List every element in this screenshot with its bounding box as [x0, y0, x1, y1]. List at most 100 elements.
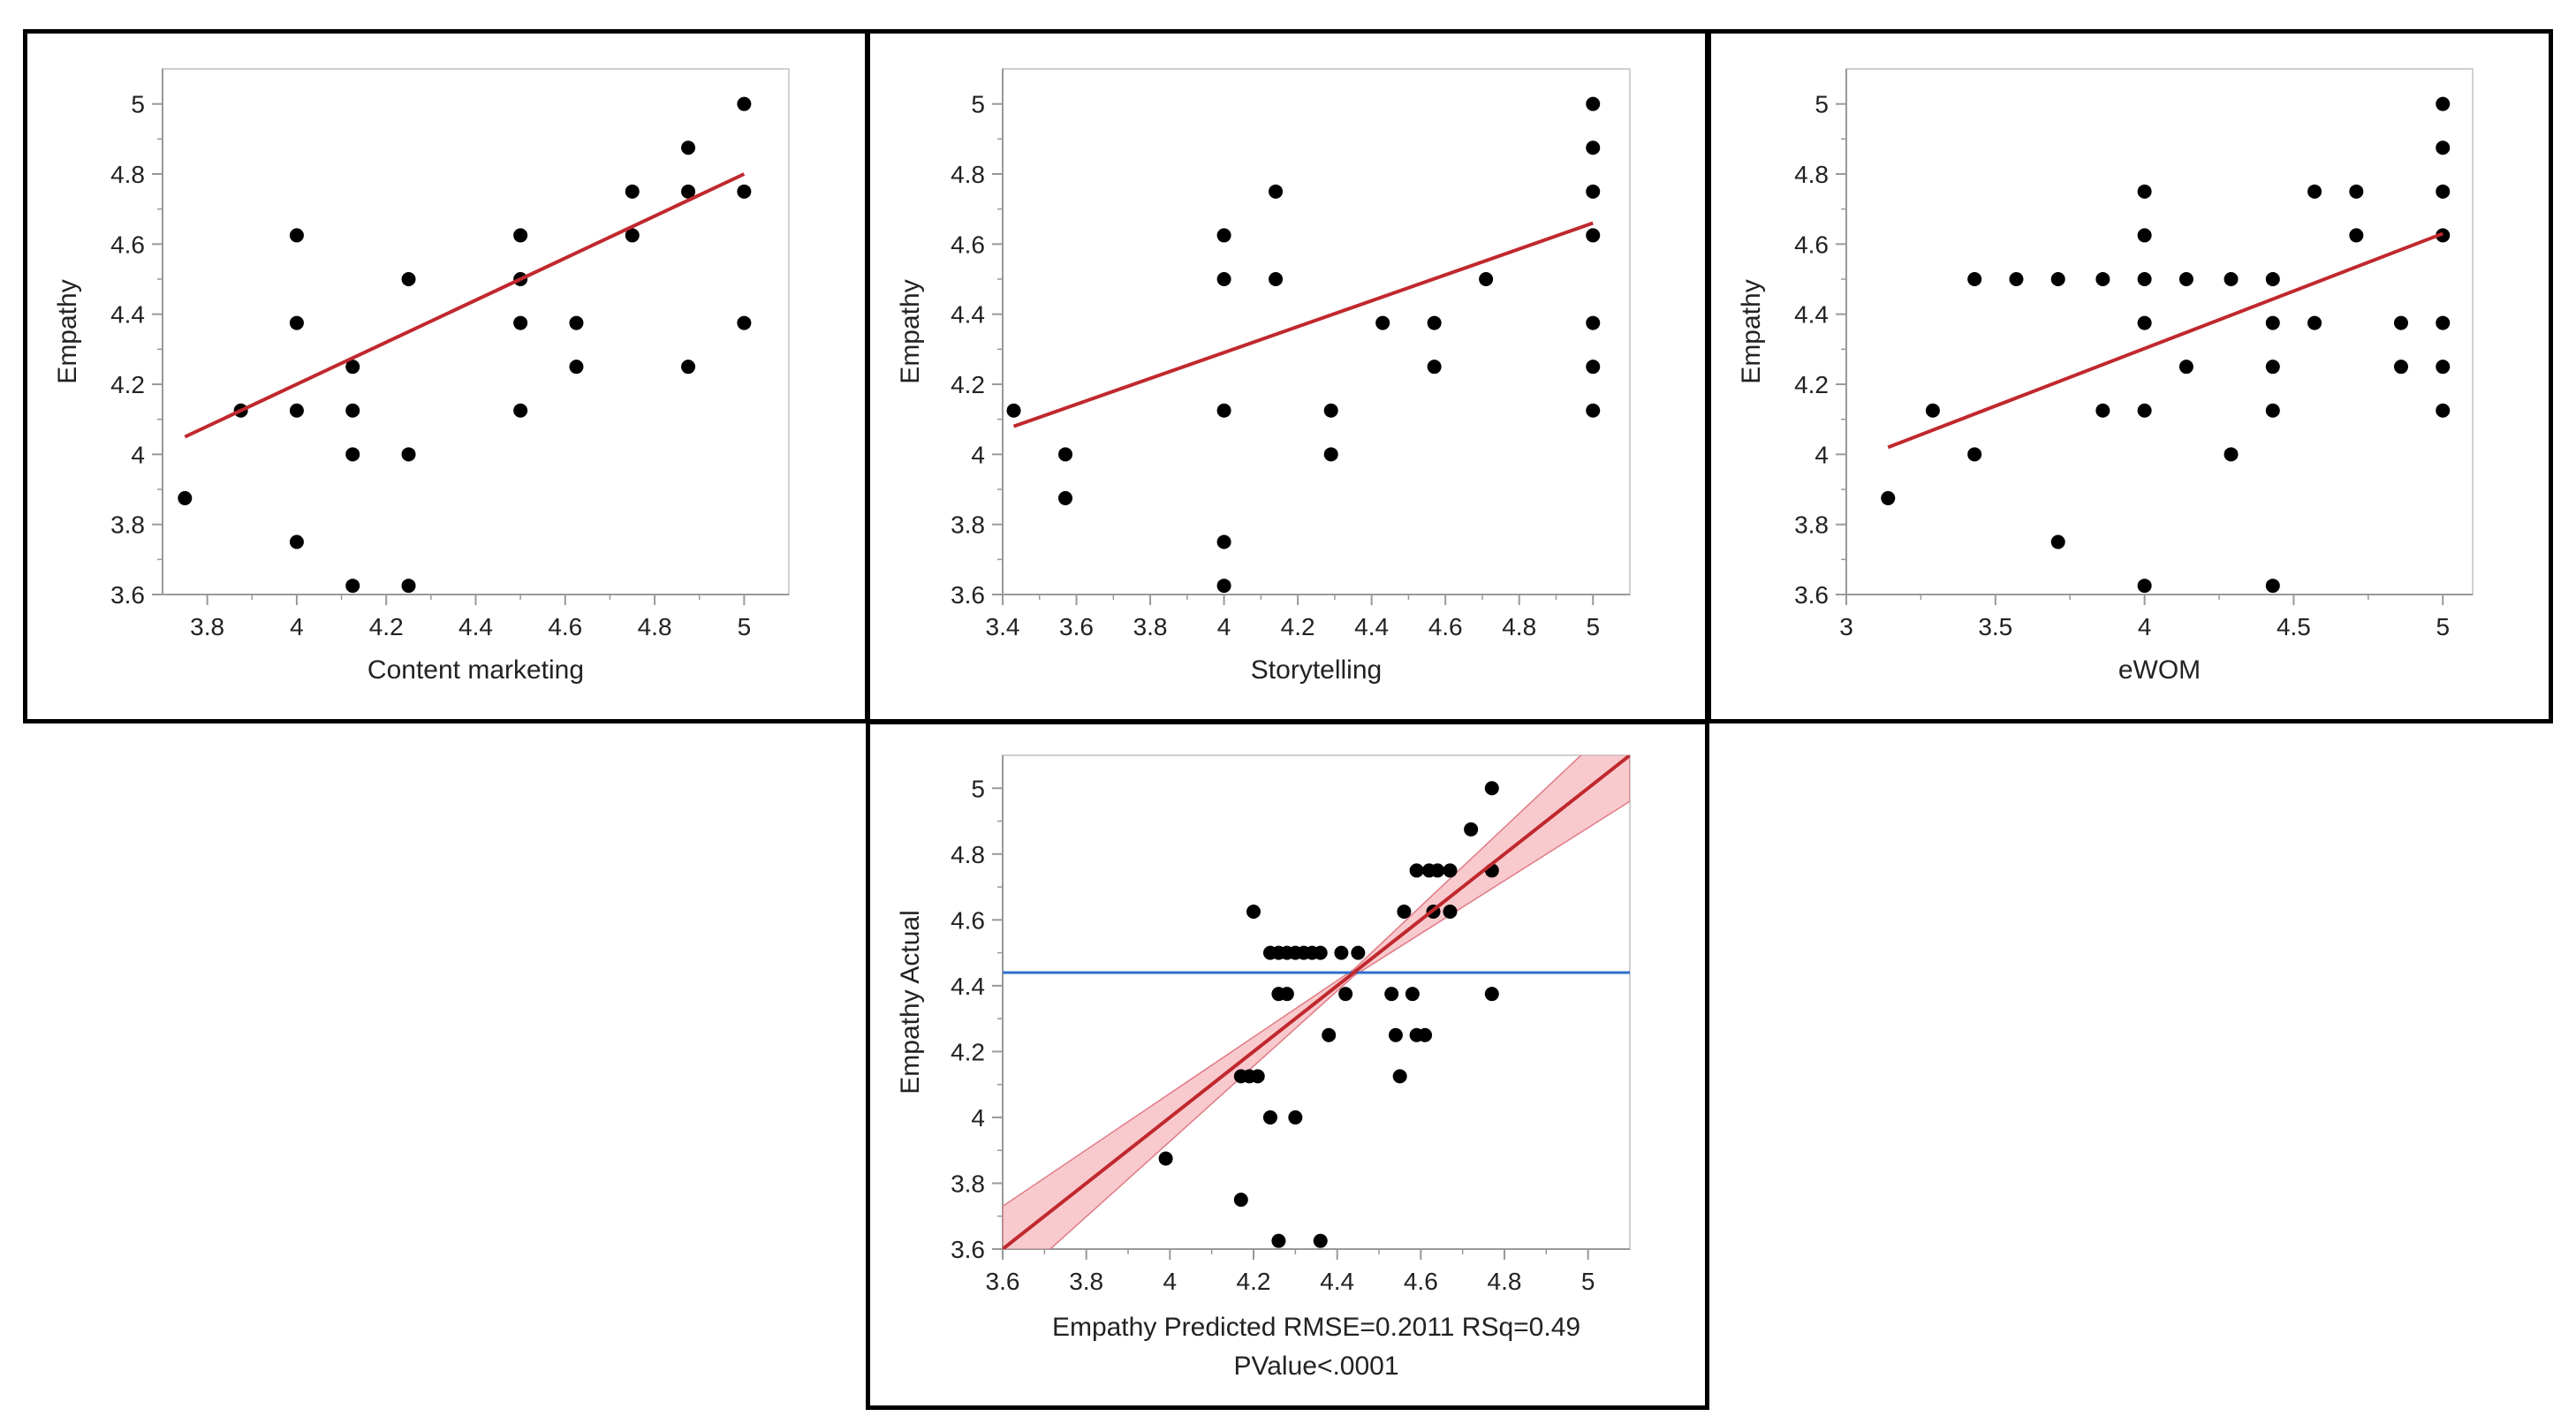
chart2-x-tick-label: 3.4 [986, 613, 1020, 640]
chart3-data-point [2095, 403, 2110, 418]
chart4-data-point [1484, 781, 1499, 796]
chart4-data-point [1246, 905, 1261, 920]
chart2-y-tick-label: 3.8 [951, 511, 985, 539]
chart2-data-point [1323, 403, 1338, 418]
chart1-x-tick-label: 3.8 [190, 613, 224, 640]
chart3-data-point [2436, 403, 2451, 418]
chart1-data-point [737, 184, 752, 199]
chart2-data-point [1586, 360, 1601, 375]
chart2-data-point [1586, 96, 1601, 111]
chart3-y-tick-label: 4.4 [1794, 301, 1829, 329]
chart3-data-point [2436, 315, 2451, 330]
chart4-data-point [1392, 1069, 1407, 1084]
chart3-x-tick-label: 3 [1839, 613, 1853, 640]
chart3-data-point [2137, 579, 2152, 594]
chart3-x-tick-label: 5 [2436, 613, 2450, 640]
chart1-data-point [401, 579, 416, 594]
chart4-data-point [1233, 1193, 1248, 1208]
chart2-y-tick-label: 4.2 [951, 371, 985, 398]
chart1-y-tick-label: 4.6 [110, 231, 145, 258]
chart4-data-point [1338, 987, 1353, 1002]
chart1-y-tick-label: 3.8 [110, 511, 145, 539]
chart4-data-point [1430, 863, 1445, 878]
chart4-data-point [1484, 987, 1499, 1002]
chart3-data-point [2050, 272, 2065, 286]
chart3-x-tick-label: 4.5 [2277, 613, 2311, 640]
chart1-x-axis-title: Content marketing [367, 655, 584, 685]
chart4-x-tick-label: 3.6 [986, 1268, 1020, 1295]
storytelling-scatter-chart: 3.63.844.24.44.64.853.4 3.6 3.8 4 4.2 4.4 4.6 4… [896, 68, 1631, 685]
chart3-data-point [2349, 184, 2364, 199]
chart4-y-tick-label: 4.2 [951, 1038, 985, 1065]
chart1-data-point [178, 490, 193, 505]
chart3-data-point [2050, 534, 2065, 549]
chart3-data-point [2393, 315, 2408, 330]
chart4-x-tick-label: 4 [1163, 1268, 1178, 1295]
chart2-data-point [1216, 534, 1231, 549]
chart3-x-tick-label: 4 [2138, 613, 2152, 640]
chart2-data-point [1269, 272, 1284, 286]
chart4-data-point [1334, 945, 1349, 960]
storytelling-panel: 3.6 3.8 4 4.2 4.4 4.6 4.8 5 3.4 3.6 3.8 4 4.2 4.4 4.6 4… [866, 29, 1709, 723]
chart3-data-point [1925, 403, 1940, 418]
chart1-data-point [737, 96, 752, 111]
chart1-series-group [178, 96, 752, 594]
chart1-data-point [345, 579, 360, 594]
chart1-y-tick-label: 4.4 [110, 301, 145, 329]
chart1-y-axis-title: Empathy [53, 279, 82, 383]
chart4-x-axis-title: Empathy Predicted RMSE=0.2011 RSq=0.49 [1052, 1313, 1580, 1342]
chart2-x-tick-label: 3.6 [1059, 613, 1094, 640]
chart3-data-point [2137, 184, 2152, 199]
chart3-x-tick-label: 3.5 [1978, 613, 2012, 640]
chart1-data-point [289, 315, 304, 330]
chart3-data-point [2137, 228, 2152, 243]
chart4-data-point [1313, 1233, 1328, 1248]
chart3-data-point [2436, 184, 2451, 199]
chart1-fit-line [184, 172, 746, 439]
chart2-x-tick-label: 4.4 [1354, 613, 1389, 640]
chart2-data-point [1479, 272, 1494, 286]
chart1-data-point [345, 403, 360, 418]
chart1-data-point [569, 315, 584, 330]
chart3-data-point [2265, 579, 2280, 594]
chart4-data-point [1271, 1233, 1286, 1248]
chart4-y-tick-label: 4.8 [951, 841, 985, 868]
chart2-x-tick-label: 4.2 [1281, 613, 1315, 640]
chart3-y-axis-title: Empathy [1737, 279, 1766, 383]
actual-by-predicted-chart: 3.6 3.8 4 4.2 4.4 4.6 4.8 5 3.6 3.8 4 4.2 4.4 4.6 4.8 5… [896, 754, 1631, 1381]
chart4-data-point [1322, 1027, 1337, 1042]
chart3-y-tick-label: 4 [1815, 441, 1829, 468]
chart2-y-tick-label: 5 [971, 91, 985, 118]
chart1-y-tick-label: 3.6 [110, 581, 145, 609]
chart2-series-group [1006, 96, 1601, 594]
chart4-data-point [1384, 987, 1399, 1002]
chart1-data-point [681, 360, 696, 375]
chart1-data-point [737, 315, 752, 330]
chart1-data-point [345, 447, 360, 462]
chart4-data-point [1262, 1110, 1277, 1125]
chart3-data-point [2137, 315, 2152, 330]
chart4-x-tick-label: 4.6 [1404, 1268, 1438, 1295]
chart1-x-tick-label: 4.6 [548, 613, 582, 640]
chart2-x-tick-label: 4 [1217, 613, 1231, 640]
chart2-data-point [1375, 315, 1390, 330]
chart3-series-group [1881, 96, 2451, 594]
chart4-y-tick-label: 3.8 [951, 1170, 985, 1197]
chart4-series-group [1003, 755, 1630, 1249]
chart1-data-point [289, 228, 304, 243]
chart1-data-point [401, 447, 416, 462]
chart3-fit-line [1887, 231, 2443, 450]
chart4-data-point [1388, 1027, 1403, 1042]
chart1-y-tick-label: 4.2 [110, 371, 145, 398]
chart3-y-tick-label: 3.6 [1794, 581, 1829, 609]
chart1-data-point [289, 403, 304, 418]
chart2-data-point [1269, 184, 1284, 199]
chart2-data-point [1006, 403, 1021, 418]
chart2-data-point [1216, 272, 1231, 286]
chart1-data-point [625, 228, 640, 243]
chart2-data-point [1323, 447, 1338, 462]
chart3-y-tick-label: 5 [1815, 91, 1829, 118]
chart3-data-point [2307, 315, 2322, 330]
chart2-data-point [1586, 184, 1601, 199]
chart2-data-point [1427, 360, 1442, 375]
